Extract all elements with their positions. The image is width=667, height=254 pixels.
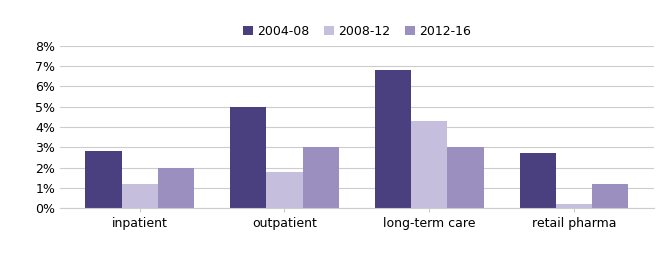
Bar — [411, 121, 448, 208]
Bar — [520, 153, 556, 208]
Bar — [448, 147, 484, 208]
Bar — [85, 151, 121, 208]
Bar — [158, 168, 194, 208]
Legend: 2004-08, 2008-12, 2012-16: 2004-08, 2008-12, 2012-16 — [243, 25, 471, 38]
Bar — [592, 184, 628, 208]
Bar — [121, 184, 158, 208]
Bar — [556, 204, 592, 208]
Bar — [303, 147, 339, 208]
Bar — [375, 70, 411, 208]
Bar — [266, 172, 303, 208]
Bar — [230, 107, 266, 208]
